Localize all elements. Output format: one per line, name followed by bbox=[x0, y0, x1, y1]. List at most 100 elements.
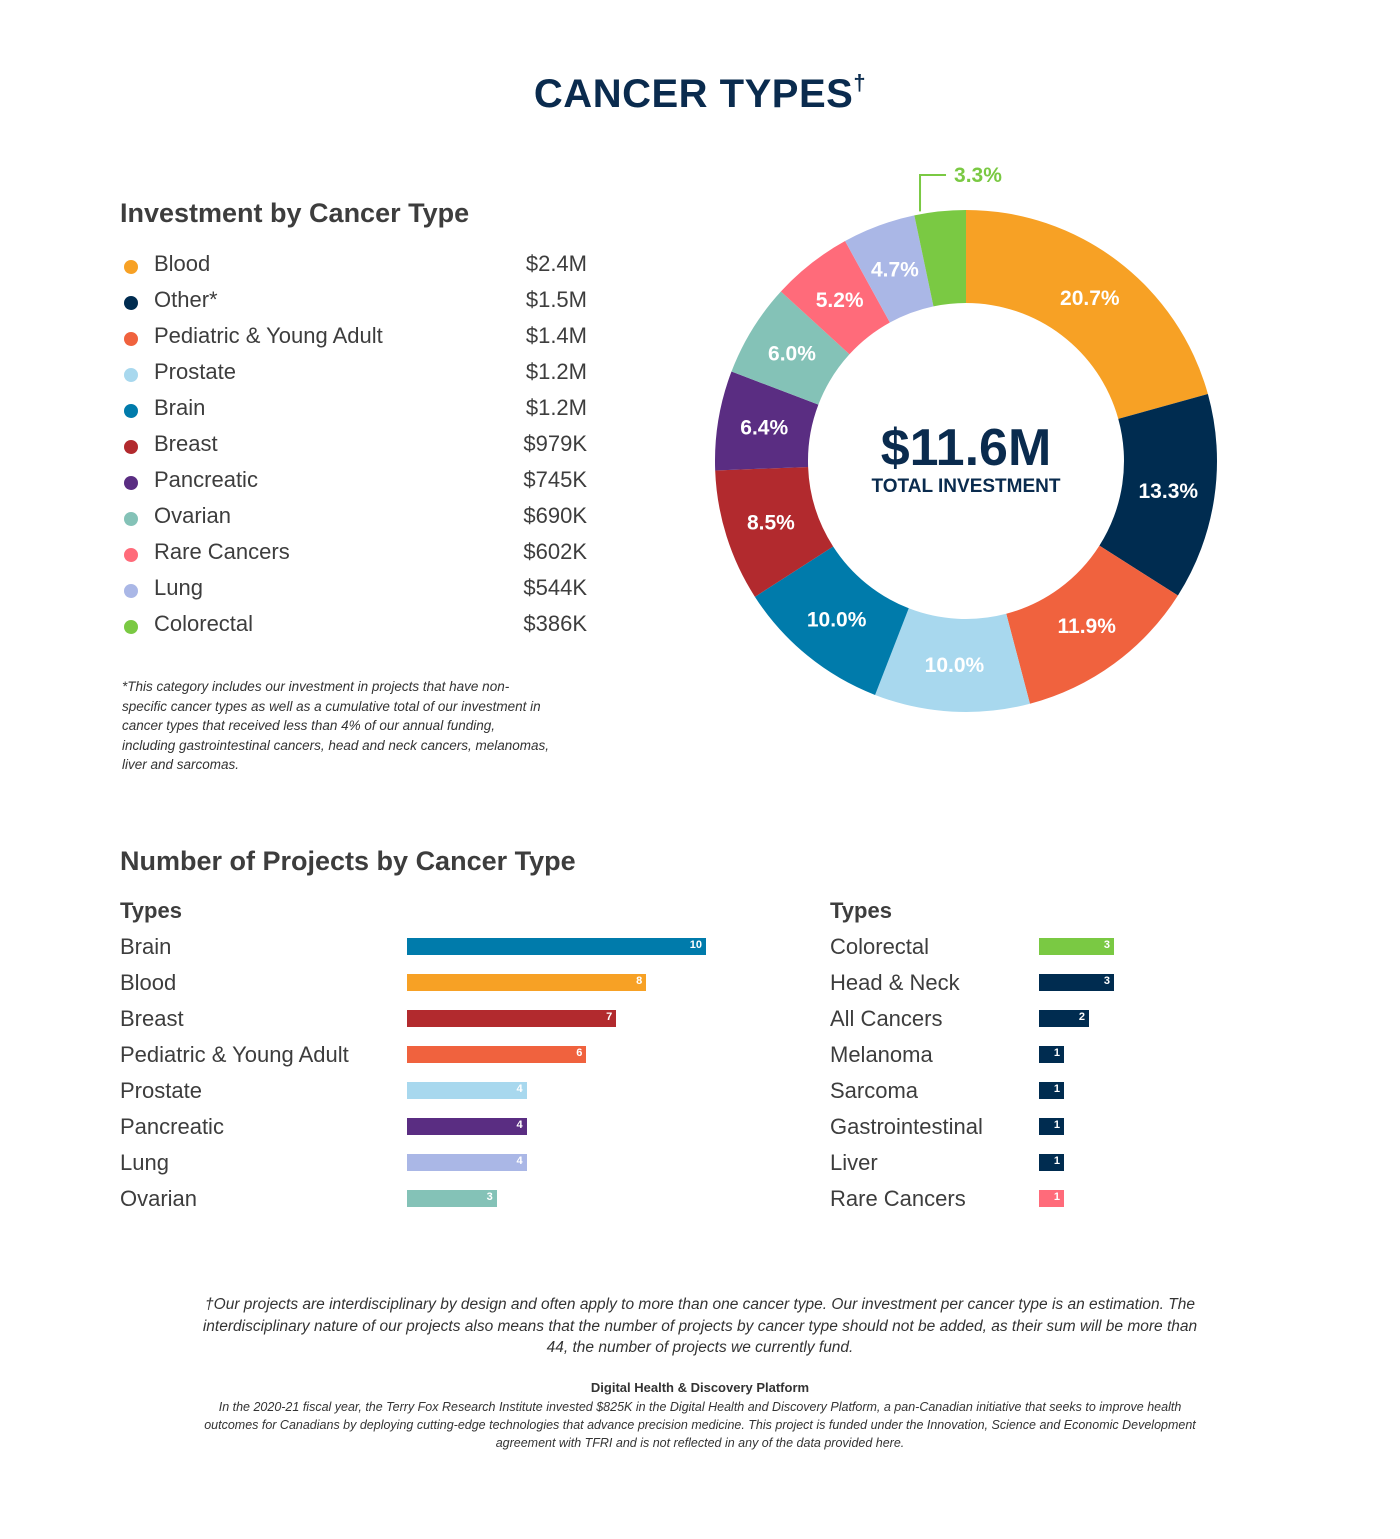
legend-swatch bbox=[124, 368, 138, 382]
bar-category-label: All Cancers bbox=[830, 1006, 943, 1031]
legend-amount: $979K bbox=[523, 431, 587, 456]
bar: 4 bbox=[407, 1082, 527, 1099]
bar: 8 bbox=[407, 974, 647, 991]
bar-value-label: 8 bbox=[636, 975, 643, 987]
donut-slice bbox=[845, 215, 934, 323]
donut-slice-label: 5.2% bbox=[816, 289, 864, 312]
bar-value-label: 6 bbox=[576, 1047, 583, 1059]
legend-label: Other* bbox=[154, 287, 218, 312]
legend-label: Colorectal bbox=[154, 611, 254, 636]
donut-slice-label: 10.0% bbox=[925, 654, 985, 677]
bar: 7 bbox=[407, 1010, 617, 1027]
bar: 1 bbox=[1039, 1190, 1064, 1207]
legend-item: Pediatric & Young Adult $1.4M bbox=[122, 323, 587, 359]
legend-amount: $1.2M bbox=[525, 395, 587, 420]
bar-category-label: Breast bbox=[120, 1006, 184, 1031]
bar: 1 bbox=[1039, 1082, 1064, 1099]
legend-amount: $1.5M bbox=[525, 287, 587, 312]
donut-slice-label: 13.3% bbox=[1139, 480, 1199, 503]
bar-value-label: 10 bbox=[689, 939, 702, 951]
title-dagger: † bbox=[853, 70, 867, 95]
legend-swatch bbox=[124, 404, 138, 418]
bar: 3 bbox=[1039, 938, 1114, 955]
bar-value-label: 1 bbox=[1053, 1119, 1060, 1131]
donut-slice-label: 8.5% bbox=[747, 511, 795, 534]
legend-swatch bbox=[124, 548, 138, 562]
legend-swatch bbox=[124, 512, 138, 526]
bar-value-label: 4 bbox=[516, 1083, 523, 1095]
legend-swatch bbox=[124, 332, 138, 346]
legend-swatch bbox=[124, 296, 138, 310]
donut-slice bbox=[731, 291, 850, 405]
bar-category-label: Sarcoma bbox=[830, 1078, 919, 1103]
bar: 1 bbox=[1039, 1154, 1064, 1171]
bar-category-label: Lung bbox=[120, 1150, 169, 1175]
legend-item: Pancreatic $745K bbox=[122, 467, 587, 503]
legend-label: Rare Cancers bbox=[154, 539, 290, 564]
total-value: $11.6M bbox=[880, 419, 1052, 477]
donut-slice bbox=[754, 546, 909, 695]
donut-slice-label: 20.7% bbox=[1060, 287, 1120, 310]
legend-amount: $1.2M bbox=[525, 359, 587, 384]
bar-value-label: 1 bbox=[1053, 1191, 1060, 1203]
donut-slice bbox=[1006, 545, 1178, 704]
investment-heading: Investment by Cancer Type bbox=[120, 198, 470, 228]
legend-amount: $745K bbox=[523, 467, 587, 492]
bar-value-label: 3 bbox=[1103, 975, 1110, 987]
legend-item: Prostate $1.2M bbox=[122, 359, 587, 395]
donut-slice-label: 3.3% bbox=[954, 164, 1002, 187]
donut-slice bbox=[966, 210, 1208, 419]
legend-label: Breast bbox=[154, 431, 218, 456]
bar-value-label: 3 bbox=[486, 1191, 493, 1203]
legend-swatch bbox=[124, 440, 138, 454]
legend-item: Blood $2.4M bbox=[122, 251, 587, 287]
page-title: CANCER TYPES† bbox=[0, 70, 1400, 117]
donut-slice-label: 4.7% bbox=[871, 258, 919, 281]
bar: 1 bbox=[1039, 1118, 1064, 1135]
bar-category-label: Blood bbox=[120, 970, 177, 995]
bar: 4 bbox=[407, 1118, 527, 1135]
total-label: TOTAL INVESTMENT bbox=[871, 476, 1061, 497]
donut-chart: 20.7% 13.3% 11.9% 10.0% 10.0% 8.5% 6.4% 6.0% 5.2… bbox=[715, 164, 1217, 712]
bar: 10 bbox=[407, 938, 706, 955]
bar-category-label: Melanoma bbox=[830, 1042, 933, 1067]
bar: 4 bbox=[407, 1154, 527, 1171]
title-text: CANCER TYPES bbox=[533, 72, 854, 116]
donut-slice bbox=[780, 241, 890, 355]
legend-swatch bbox=[124, 620, 138, 634]
bar-value-label: 1 bbox=[1053, 1047, 1060, 1059]
bar-category-label: Brain bbox=[120, 934, 172, 959]
platform-title: Digital Health & Discovery Platform bbox=[590, 1380, 810, 1395]
legend-item: Colorectal $386K bbox=[122, 611, 587, 647]
legend-label: Prostate bbox=[154, 359, 236, 384]
bar-category-label: Rare Cancers bbox=[830, 1186, 966, 1211]
donut-slice bbox=[715, 466, 834, 597]
bar-category-label: Liver bbox=[830, 1150, 878, 1175]
bar: 2 bbox=[1039, 1010, 1089, 1027]
donut-slice-label: 6.4% bbox=[740, 417, 788, 440]
legend-amount: $1.4M bbox=[525, 323, 587, 348]
platform-text: In the 2020-21 fiscal year, the Terry Fo… bbox=[204, 1400, 1196, 1450]
bar-category-label: Pancreatic bbox=[120, 1114, 224, 1139]
legend-label: Lung bbox=[154, 575, 203, 600]
legend-label: Blood bbox=[154, 251, 211, 276]
legend-swatch bbox=[124, 476, 138, 490]
legend-label: Pancreatic bbox=[154, 467, 258, 492]
legend-amount: $690K bbox=[523, 503, 587, 528]
donut-slice-label: 11.9% bbox=[1058, 615, 1117, 638]
legend-amount: $2.4M bbox=[525, 251, 587, 276]
bar-category-label: Head & Neck bbox=[830, 970, 960, 995]
bar: 6 bbox=[407, 1046, 587, 1063]
investment-footnote: *This category includes our investment i… bbox=[122, 679, 549, 772]
bar-category-label: Prostate bbox=[120, 1078, 202, 1103]
donut-slice bbox=[875, 608, 1030, 712]
legend-item: Ovarian $690K bbox=[122, 503, 587, 539]
bar: 3 bbox=[1039, 974, 1114, 991]
footer-note: †Our projects are interdisciplinary by d… bbox=[202, 1296, 1198, 1356]
bar-category-label: Ovarian bbox=[120, 1186, 198, 1211]
legend-label: Pediatric & Young Adult bbox=[154, 323, 383, 348]
projects-heading: Number of Projects by Cancer Type bbox=[120, 846, 576, 876]
legend-amount: $544K bbox=[523, 575, 587, 600]
bar-value-label: 1 bbox=[1053, 1155, 1060, 1167]
